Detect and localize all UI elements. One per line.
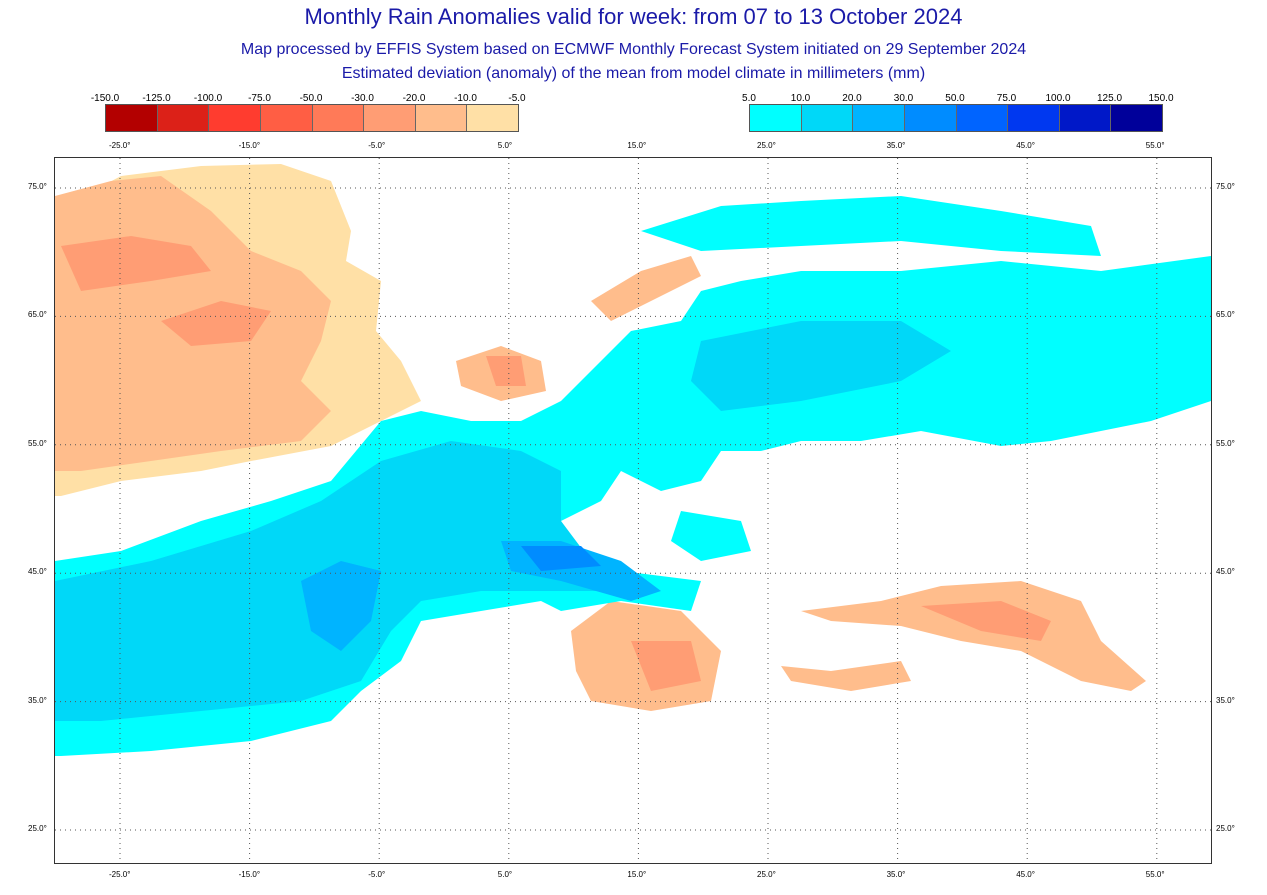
map-title: Monthly Rain Anomalies valid for week: f…	[304, 4, 963, 29]
colorbar-swatch	[904, 105, 957, 131]
graticule	[55, 158, 1213, 865]
colorbar-label: -10.0	[454, 93, 477, 104]
longitude-tick-label: 55.0°	[1145, 141, 1165, 150]
colorbar-label: 30.0	[893, 93, 914, 104]
colorbar-label: 50.0	[945, 93, 965, 104]
longitude-tick-label: 15.0°	[627, 141, 647, 150]
longitude-tick-label: 5.0°	[497, 141, 513, 150]
colorbar-swatch	[956, 105, 1009, 131]
colorbar-label: -20.0	[402, 93, 426, 104]
colorbar-label: -125.0	[142, 93, 171, 104]
colorbar-label: -5.0	[508, 93, 526, 104]
longitude-tick-label: 25.0°	[757, 141, 776, 150]
colorbar-swatch	[157, 105, 210, 131]
longitude-tick-label: -25.0°	[109, 870, 131, 879]
colorbar-label: 150.0	[1148, 93, 1174, 104]
colorbar-swatch	[312, 105, 365, 131]
colorbar-swatch	[467, 105, 518, 131]
colorbar-swatch	[853, 105, 905, 131]
colorbar-swatch	[1008, 105, 1060, 131]
colorbar-label: 125.0	[1096, 93, 1123, 104]
colorbar-swatch	[750, 105, 802, 131]
latitude-tick-label: 35.0°	[28, 695, 47, 705]
colorbar-label: -150.0	[90, 93, 120, 104]
colorbar-label: -50.0	[299, 93, 323, 104]
positive-anomaly-colorbar	[749, 104, 1163, 132]
longitude-tick-label: 55.0°	[1145, 870, 1165, 879]
positive-anomaly-areas	[55, 196, 1211, 756]
negative-anomaly-areas	[55, 164, 1146, 711]
negative-anomaly-colorbar	[105, 104, 519, 132]
colorbar-swatch	[209, 105, 261, 131]
longitude-tick-label: -5.0°	[368, 870, 386, 879]
latitude-tick-label: 65.0°	[28, 310, 47, 320]
longitude-tick-label: -15.0°	[238, 870, 261, 879]
colorbar-swatch	[364, 105, 416, 131]
latitude-tick-label: 25.0°	[28, 824, 47, 833]
latitude-tick-label: 65.0°	[1216, 310, 1235, 320]
colorbar-swatch	[801, 105, 854, 131]
colorbar-label: 100.0	[1045, 93, 1071, 104]
longitude-tick-label: 35.0°	[886, 870, 906, 879]
latitude-tick-label: 55.0°	[1216, 438, 1235, 448]
latitude-tick-label: 55.0°	[28, 438, 47, 448]
colorbar-label: -30.0	[351, 93, 374, 104]
latitude-tick-label: 25.0°	[1216, 824, 1235, 833]
colorbar-label: 10.0	[790, 93, 811, 104]
longitude-tick-label: 15.0°	[627, 870, 647, 879]
turkey-caucasus-dry-area	[801, 581, 1146, 691]
colorbar-label: 5.0	[742, 93, 756, 104]
colorbar-label: -100.0	[193, 93, 223, 104]
longitude-tick-label: -15.0°	[238, 141, 261, 150]
map-subtitle: Map processed by EFFIS System based on E…	[240, 41, 1027, 58]
colorbar-label: 75.0	[996, 93, 1017, 104]
latitude-tick-label: 45.0°	[1216, 567, 1235, 577]
colorbar-swatch	[1059, 105, 1112, 131]
longitude-tick-label: 45.0°	[1016, 141, 1035, 150]
colorbar-swatch	[106, 105, 158, 131]
colorbar-label: 20.0	[842, 93, 862, 104]
longitude-tick-label: 35.0°	[886, 141, 906, 150]
longitude-tick-label: 45.0°	[1016, 870, 1035, 879]
colorbar-swatch	[1111, 105, 1162, 131]
latitude-tick-label: 75.0°	[1216, 182, 1235, 191]
latitude-tick-label: 35.0°	[1216, 695, 1235, 705]
longitude-tick-label: 5.0°	[497, 870, 513, 879]
latitude-tick-label: 45.0°	[28, 567, 47, 577]
longitude-tick-label: -25.0°	[109, 141, 131, 150]
latitude-tick-label: 75.0°	[28, 182, 47, 191]
colorbar-swatch	[260, 105, 313, 131]
anomaly-map	[54, 157, 1213, 865]
longitude-tick-label: 25.0°	[757, 870, 776, 879]
map-units-note: Estimated deviation (anomaly) of the mea…	[341, 65, 926, 82]
colorbar-swatch	[415, 105, 468, 131]
longitude-tick-label: -5.0°	[368, 141, 386, 150]
colorbar-label: -75.0	[248, 93, 271, 104]
